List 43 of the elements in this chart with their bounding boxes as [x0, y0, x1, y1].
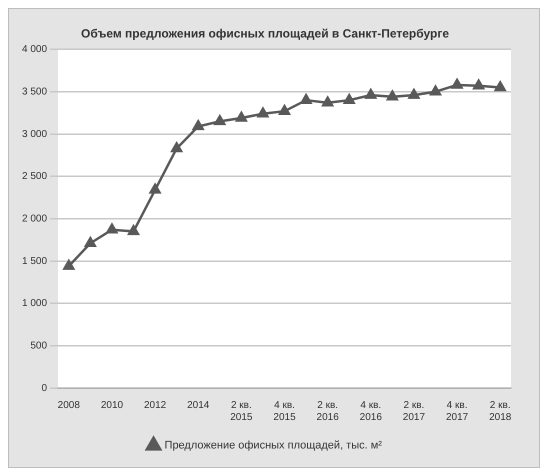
point [365, 88, 376, 99]
point [430, 85, 442, 96]
point [214, 115, 226, 126]
x-tick-label: 4 кв. 2017 [446, 400, 469, 423]
y-tick-label: 2 500 [22, 171, 48, 182]
point [257, 107, 269, 118]
point [322, 96, 334, 106]
point [128, 225, 140, 236]
x-tick-label: 4 кв. 2015 [273, 400, 296, 423]
point [344, 94, 355, 104]
y-tick-label: 3 500 [22, 86, 48, 98]
point [171, 142, 182, 152]
x-tick-label: 2 кв. 2016 [316, 400, 340, 423]
y-tick-label: 3 000 [22, 128, 48, 140]
point [150, 184, 161, 194]
y-tick-label: 1 000 [22, 298, 48, 310]
point [494, 81, 506, 92]
x-tick-label: 4 кв. 2016 [360, 400, 382, 423]
x-tick-label: 2014 [187, 400, 210, 411]
legend-label: Предложение офисных площадей, тыс. м² [164, 440, 382, 452]
point [300, 94, 312, 104]
point [84, 237, 96, 247]
chart-title: Объем предложения офисных площадей в Санкт-Петербурге [80, 26, 450, 41]
point [106, 223, 118, 234]
x-tick-label: 2008 [58, 400, 80, 411]
point [408, 88, 420, 99]
y-tick-label: 1 500 [22, 256, 48, 267]
point [236, 112, 247, 122]
x-tick-label: 2 кв. 2015 [230, 400, 253, 423]
y-tick-label: 0 [41, 382, 48, 394]
y-tick-label: 500 [30, 340, 48, 352]
y-tick-label: 4 000 [22, 44, 48, 56]
y-tick-label: 2 000 [22, 213, 48, 224]
point [278, 104, 290, 115]
point [386, 90, 398, 101]
point [63, 260, 74, 270]
x-tick-label: 2012 [144, 400, 167, 411]
x-tick-label: 2 кв. 2017 [402, 400, 426, 423]
point [451, 78, 463, 89]
point [473, 80, 484, 90]
x-tick-label: 2 кв. 2018 [489, 400, 512, 423]
point [192, 120, 204, 130]
x-tick-label: 2010 [100, 400, 124, 411]
